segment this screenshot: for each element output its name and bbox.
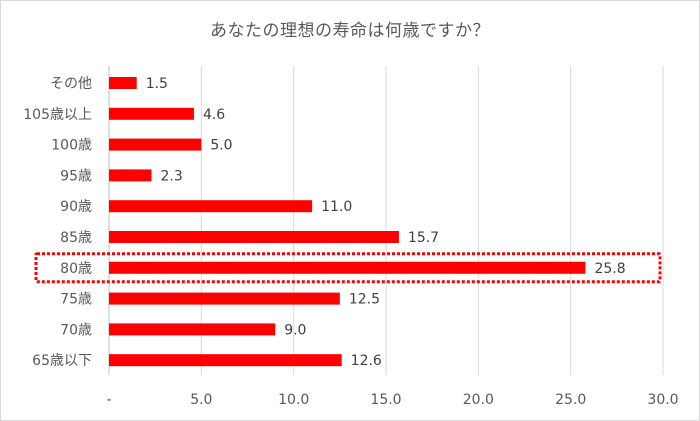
category-label: その他 <box>50 76 92 92</box>
highlight-layer <box>34 252 662 284</box>
bar <box>109 107 194 120</box>
category-label: 90歳 <box>60 199 92 215</box>
category-label: 105歳以上 <box>23 107 92 123</box>
category-label: 100歳 <box>51 138 92 154</box>
bar <box>109 323 276 336</box>
category-label: 80歳 <box>60 261 92 277</box>
x-tick-label: 30.0 <box>647 392 678 408</box>
bar <box>109 169 152 182</box>
category-label: 65歳以下 <box>32 353 92 369</box>
bar <box>109 138 202 151</box>
bar <box>109 354 342 367</box>
bar <box>109 77 137 89</box>
data-label: 11.0 <box>321 199 352 215</box>
bar <box>109 292 340 305</box>
x-tick-label: 15.0 <box>370 392 401 408</box>
data-label: 5.0 <box>210 138 232 154</box>
bar <box>109 231 399 243</box>
category-label: 95歳 <box>60 168 92 184</box>
category-label: 75歳 <box>60 292 92 308</box>
x-tick-label: 10.0 <box>278 392 309 408</box>
data-label: 1.5 <box>146 76 168 92</box>
data-label: 25.8 <box>594 261 625 277</box>
label-layer: その他 1.5 105歳以上 4.6 100歳 5.0 95歳 2.3 90歳 11.0 85歳 15… <box>23 76 625 369</box>
x-tick-label: - <box>106 392 111 408</box>
category-label: 85歳 <box>60 230 92 246</box>
category-label: 70歳 <box>60 322 92 338</box>
tick-layer: - 5.0 10.0 15.0 20.0 25.0 30.0 <box>106 392 678 408</box>
data-label: 4.6 <box>203 107 225 123</box>
data-label: 15.7 <box>408 230 439 246</box>
bar <box>109 261 586 274</box>
data-label: 12.5 <box>349 292 380 308</box>
x-tick-label: 20.0 <box>463 392 494 408</box>
chart-title: あなたの理想の寿命は何歳ですか？ <box>210 21 490 41</box>
x-tick-label: 25.0 <box>555 392 586 408</box>
bar <box>109 200 313 213</box>
bar-layer <box>109 77 586 367</box>
highlight-box <box>34 252 662 284</box>
x-tick-label: 5.0 <box>190 392 212 408</box>
data-label: 9.0 <box>284 322 306 338</box>
data-label: 2.3 <box>160 168 182 184</box>
data-label: 12.6 <box>351 353 382 369</box>
